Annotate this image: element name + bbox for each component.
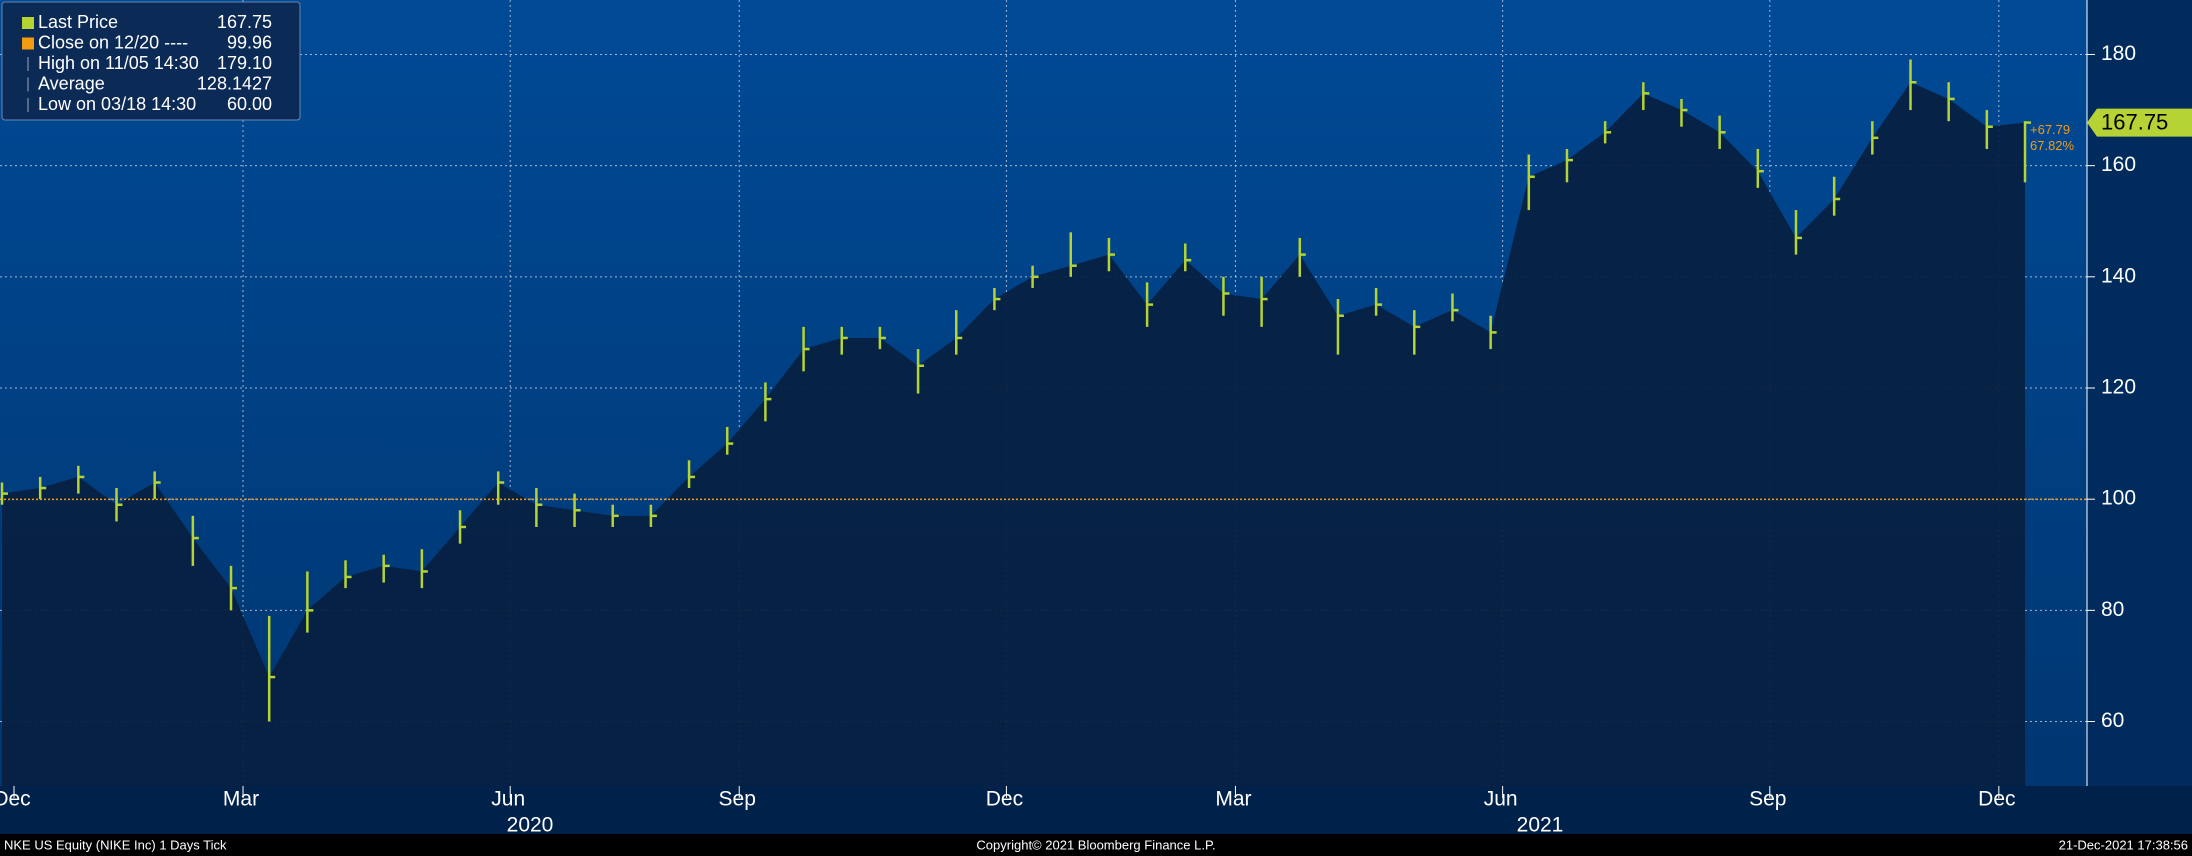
last-price-label: 167.75 — [2101, 109, 2168, 134]
change-pct-label: 67.82% — [2030, 138, 2075, 153]
legend-name: High on 11/05 14:30 — [38, 53, 199, 73]
x-axis-background — [0, 786, 2192, 834]
legend-name: Low on 03/18 14:30 — [38, 94, 196, 114]
legend-value: 167.75 — [217, 12, 272, 32]
y-tick-label: 160 — [2101, 153, 2136, 176]
legend-box — [1, 1, 301, 121]
footer-center: Copyright© 2021 Bloomberg Finance L.P. — [976, 837, 1215, 852]
x-tick-label: Sep — [1749, 788, 1786, 811]
plot: 60 80 100 120 140 160 180 Dec Mar Jun Sep Dec Mar Jun… — [0, 0, 2192, 837]
x-tick-label: Dec — [0, 788, 31, 811]
legend-value: 99.96 — [227, 32, 272, 52]
x-tick-label: Jun — [1484, 788, 1518, 811]
legend-value: 60.00 — [227, 94, 272, 114]
year-label: 2020 — [507, 814, 554, 837]
legend-value: 179.10 — [217, 53, 272, 73]
year-label: 2021 — [1517, 814, 1564, 837]
legend-name: Last Price — [38, 12, 118, 32]
y-tick-label: 120 — [2101, 376, 2136, 399]
legend-name: Average — [38, 73, 105, 93]
footer-left: NKE US Equity (NIKE Inc) 1 Days Tick — [4, 837, 227, 852]
price-area — [2, 82, 2026, 786]
last-price-tag — [2087, 108, 2192, 137]
legend: Last Price 167.75 Close on 12/20 ---- 99.96… — [1, 1, 301, 121]
x-tick-label: Mar — [223, 788, 259, 811]
legend-value: 128.1427 — [197, 73, 272, 93]
legend-swatch — [22, 37, 34, 50]
change-label: +67.79 — [2030, 122, 2070, 137]
footer-right: 21-Dec-2021 17:38:56 — [2059, 837, 2188, 852]
y-tick-label: 60 — [2101, 709, 2124, 732]
legend-name: Close on 12/20 ---- — [38, 32, 188, 52]
y-tick-label: 140 — [2101, 264, 2136, 287]
x-tick-label: Sep — [719, 788, 756, 811]
x-tick-label: Dec — [986, 788, 1023, 811]
y-tick-label: 180 — [2101, 42, 2136, 65]
x-tick-label: Jun — [491, 788, 525, 811]
x-tick-label: Dec — [1978, 788, 2015, 811]
x-tick-label: Mar — [1215, 788, 1251, 811]
y-tick-label: 100 — [2101, 487, 2136, 510]
legend-swatch — [22, 17, 34, 29]
y-tick-label: 80 — [2101, 598, 2124, 621]
